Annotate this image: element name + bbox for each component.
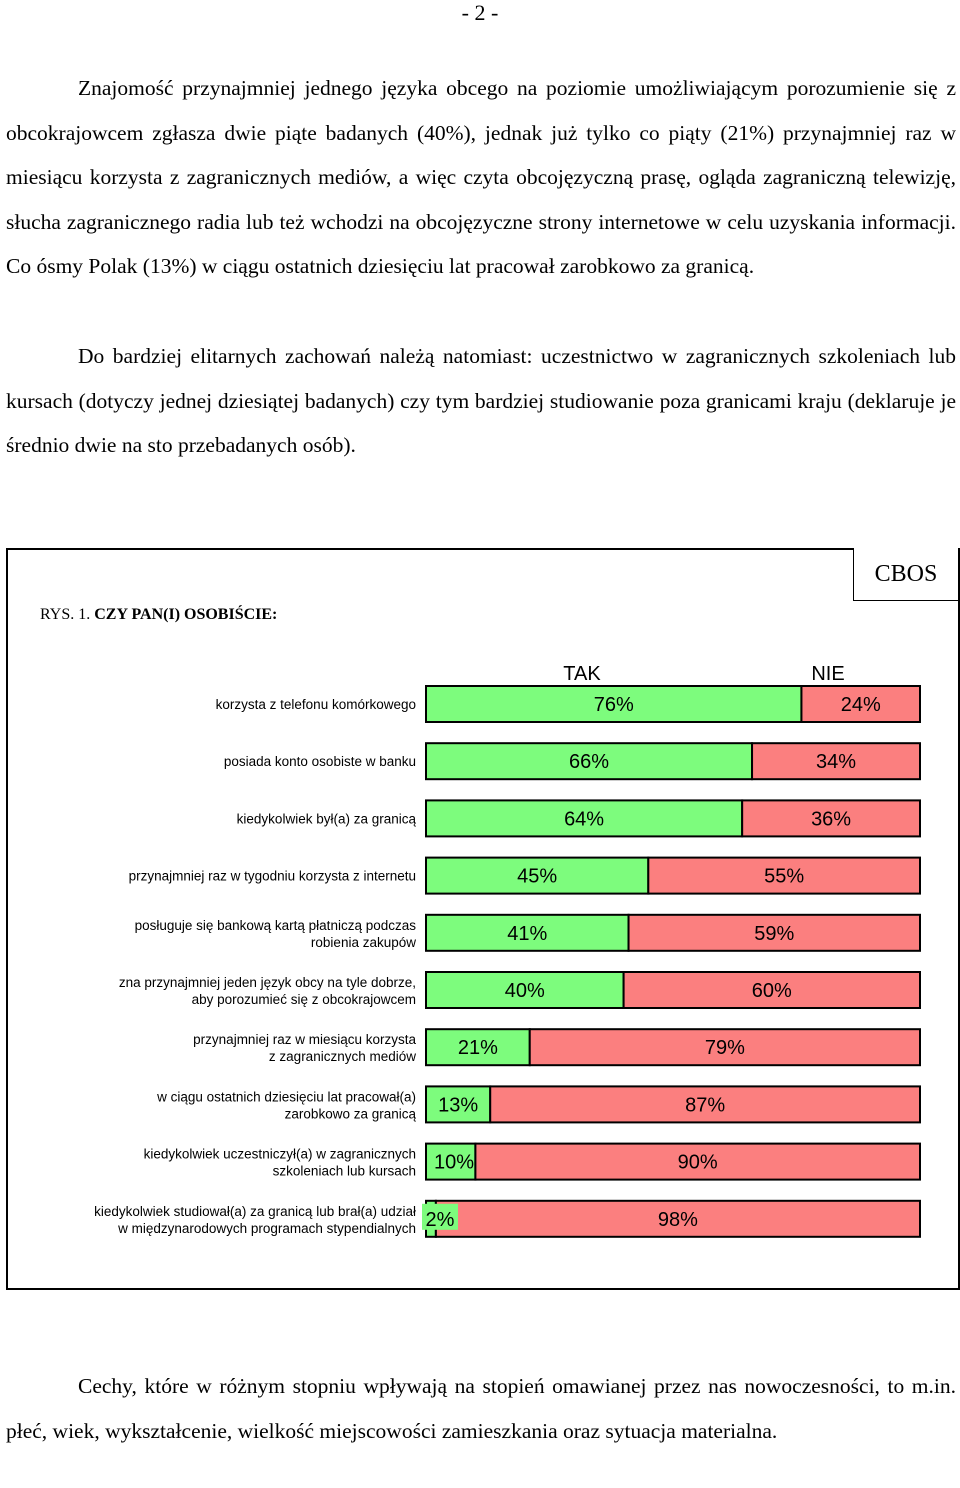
bar-nie xyxy=(647,856,921,895)
value-nie: 98% xyxy=(658,1209,698,1231)
bar-tak xyxy=(425,685,803,723)
bar-nie xyxy=(489,1085,921,1124)
value-tak: 41% xyxy=(507,923,547,945)
stacked-bar-chart: TAK NIE korzysta z telefonu komórkowego 76%… xyxy=(94,663,921,1238)
source-badge: CBOS xyxy=(853,548,958,601)
bar-nie xyxy=(622,971,921,1009)
value-nie: 90% xyxy=(678,1152,718,1174)
bar-tak xyxy=(425,799,744,838)
row-label: przynajmniej raz w miesiącu korzysta z za… xyxy=(193,1032,416,1064)
bar-tak xyxy=(425,1085,492,1124)
figure-frame xyxy=(6,548,960,1290)
row-label: posiada konto osobiste w banku xyxy=(224,754,416,769)
row-label: kiedykolwiek był(a) za granicą xyxy=(237,811,417,826)
paragraph-3: Cechy, które w różnym stopniu wpływają n… xyxy=(6,1374,956,1443)
row-label: zna przynajmniej jeden język obcy na tyl… xyxy=(119,975,416,1007)
bar-nie xyxy=(800,685,921,723)
figure-title: RYS. 1. CZY PAN(I) OSOBIŚCIE: xyxy=(40,606,277,624)
value-nie: 79% xyxy=(705,1037,745,1059)
row-label: przynajmniej raz w tygodniu korzysta z i… xyxy=(129,869,416,884)
value-tak: 76% xyxy=(594,694,634,716)
value-nie: 59% xyxy=(754,923,794,945)
figure-question: CZY PAN(I) OSOBIŚCIE: xyxy=(94,606,278,623)
bar-nie xyxy=(627,913,921,952)
bar-tak xyxy=(425,742,754,781)
value-nie: 60% xyxy=(752,980,792,1002)
value-nie: 55% xyxy=(764,866,804,888)
figure-number: RYS. 1. xyxy=(40,606,91,623)
row-label: kiedykolwiek studiował(a) za granicą lub… xyxy=(94,1204,416,1236)
value-tak: 66% xyxy=(569,751,609,773)
bar-nie xyxy=(434,1199,921,1238)
row-label: kiedykolwiek uczestniczył(a) w zagranicz… xyxy=(144,1147,416,1179)
bar-tak xyxy=(425,1028,531,1067)
paragraph-2: Do bardziej elitarnych zachowań należą n… xyxy=(6,344,956,457)
page-number: - 2 - xyxy=(461,0,499,25)
legend-label-nie: NIE xyxy=(811,663,844,685)
value-tak: 40% xyxy=(505,980,545,1002)
value-nie: 24% xyxy=(841,694,881,716)
row-label: posługuje się bankową kartą płatniczą po… xyxy=(135,918,417,950)
value-tak: 21% xyxy=(458,1037,498,1059)
paragraph-1: Znajomość przynajmniej jednego języka ob… xyxy=(6,76,956,278)
legend-label-tak: TAK xyxy=(563,663,601,685)
value-tak: 45% xyxy=(517,866,557,888)
bar-nie xyxy=(528,1028,921,1067)
value-tak-bg xyxy=(422,1203,458,1230)
value-nie: 34% xyxy=(816,751,856,773)
row-label: w ciągu ostatnich dziesięciu lat pracowa… xyxy=(156,1089,416,1121)
bar-nie xyxy=(741,799,921,838)
value-tak: 13% xyxy=(438,1094,478,1116)
value-nie: 87% xyxy=(685,1094,725,1116)
value-tak: 10% xyxy=(434,1152,474,1174)
figure-panel: CBOS RYS. 1. CZY PAN(I) OSOBIŚCIE: TAK NI… xyxy=(6,548,960,1290)
bar-nie xyxy=(751,742,921,781)
row-label: korzysta z telefonu komórkowego xyxy=(216,697,416,712)
value-tak: 2% xyxy=(426,1209,455,1231)
bar-nie xyxy=(474,1142,921,1181)
value-nie: 36% xyxy=(811,808,851,830)
value-tak: 64% xyxy=(564,808,604,830)
